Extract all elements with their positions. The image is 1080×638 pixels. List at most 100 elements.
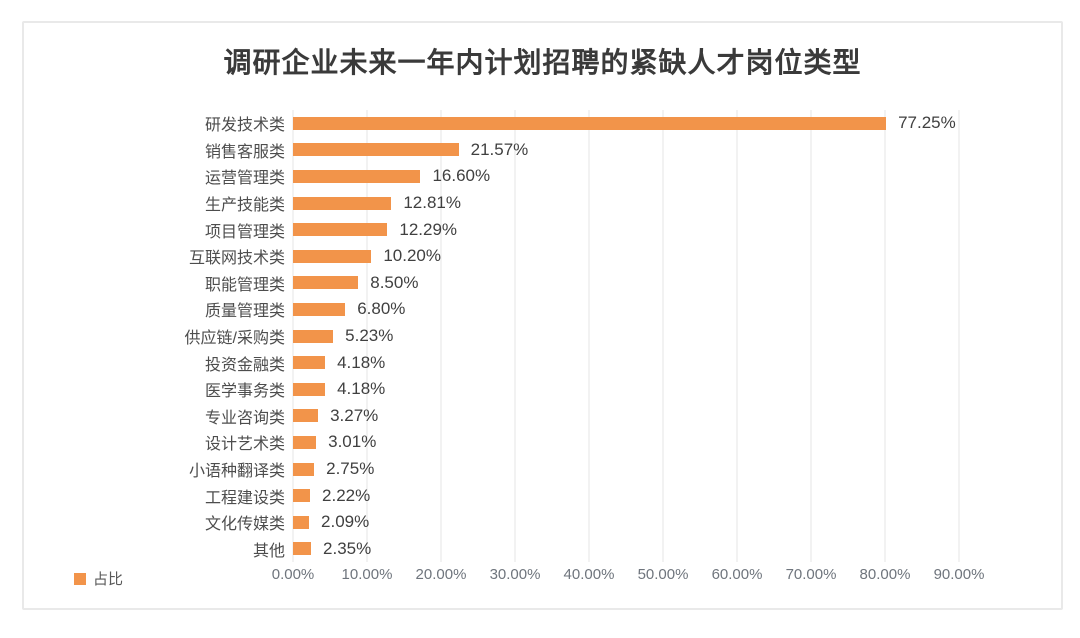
category-label: 销售客服类 [204,143,285,161]
bar-row: 项目管理类 12.29% [24,216,984,243]
category-label: 医学事务类 [204,383,285,401]
chart-title: 调研企业未来一年内计划招聘的紧缺人才岗位类型 [223,48,862,79]
value-label: 6.80% [357,299,406,319]
x-axis-tick-label: 80.00% [859,566,911,583]
gridline [662,110,664,562]
x-axis-tick-label: 70.00% [785,566,837,583]
bar-track: 4.18% [293,376,984,403]
bar-track: 21.57% [293,137,984,164]
gridline [884,110,886,562]
category-label: 互联网技术类 [188,250,285,268]
legend: 占比 [74,568,123,589]
value-label: 2.09% [321,512,370,532]
bar-track: 10.20% [293,243,984,270]
value-label: 2.35% [323,538,372,558]
category-label: 运营管理类 [204,170,285,188]
value-label: 8.50% [370,272,419,292]
bar [293,542,312,556]
bar [293,462,315,476]
x-axis: 0.00% 10.00% 20.00% 30.00% 40.00% 50.00% 60.00… [272,566,985,588]
value-label: 77.25% [898,113,956,133]
bar-rows: 研发技术类 77.25% 销售客服类 21.57% 运营管理类 16.60% 生产技能类 12… [24,110,984,562]
bar [293,382,326,396]
bar [293,223,388,237]
x-axis-tick-label: 50.00% [637,566,689,583]
bar-track: 2.35% [293,536,984,563]
category-label: 小语种翻译类 [188,463,285,481]
bar-track: 3.27% [293,403,984,430]
bar-row: 运营管理类 16.60% [24,163,984,190]
bar-row: 生产技能类 12.81% [24,190,984,217]
bar-track: 12.81% [293,190,984,217]
bar [293,143,459,157]
category-label: 工程建设类 [204,489,285,507]
bar-row: 设计艺术类 3.01% [24,429,984,456]
bar [293,249,372,263]
bar-row: 投资金融类 4.18% [24,349,984,376]
legend-label: 占比 [93,571,124,588]
x-axis-tick-label: 90.00% [933,566,985,583]
category-label: 研发技术类 [204,117,285,135]
bar [293,116,887,130]
value-label: 10.20% [383,246,441,266]
category-label: 质量管理类 [204,303,285,321]
bar-row: 互联网技术类 10.20% [24,243,984,270]
value-label: 2.75% [326,459,375,479]
category-label: 投资金融类 [204,356,285,374]
value-label: 21.57% [470,139,529,159]
value-label: 3.27% [330,405,379,425]
bar-row: 小语种翻译类 2.75% [24,456,984,483]
bar-row: 医学事务类 4.18% [24,376,984,403]
bar [293,302,346,316]
value-label: 16.60% [432,166,491,186]
bar-track: 4.18% [293,349,984,376]
category-label: 职能管理类 [204,276,285,294]
bar-row: 研发技术类 77.25% [24,110,984,137]
x-axis-tick-label: 40.00% [563,566,615,583]
gridline [588,110,590,562]
bar [293,329,334,343]
value-label: 12.81% [403,193,462,213]
gridline [514,110,516,562]
gridline [958,110,960,562]
chart-card: 调研企业未来一年内计划招聘的紧缺人才岗位类型 研发技术类 77.25% 销售客服类 2… [22,21,1063,610]
bar-row: 文化传媒类 2.09% [24,509,984,536]
x-axis-tick-label: 10.00% [341,566,393,583]
bar-track: 5.23% [293,323,984,350]
gridline [366,110,368,562]
bar-row: 工程建设类 2.22% [24,482,984,509]
bar-row: 供应链/采购类 5.23% [24,323,984,350]
bar-track: 12.29% [293,216,984,243]
bar-track: 16.60% [293,163,984,190]
bar-row: 专业咨询类 3.27% [24,403,984,430]
bar [293,276,359,290]
x-axis-tick-label: 60.00% [711,566,763,583]
x-axis-tick-label: 20.00% [415,566,467,583]
bar [293,515,310,529]
x-axis-tick-label: 0.00% [271,566,315,583]
bar-track: 77.25% [293,110,984,137]
bar-row: 职能管理类 8.50% [24,270,984,297]
bar [293,409,319,423]
bar-track: 8.50% [293,270,984,297]
gridline [810,110,812,562]
gridline [440,110,442,562]
bar-track: 2.75% [293,456,984,483]
value-label: 2.22% [322,485,371,505]
category-label: 设计艺术类 [204,436,285,454]
bar [293,435,317,449]
bar-row: 其他 2.35% [24,536,984,563]
value-label: 5.23% [345,326,394,346]
bar [293,169,421,183]
bar [293,356,326,370]
bar [293,489,311,503]
category-label: 文化传媒类 [204,516,285,534]
x-axis-tick-label: 30.00% [489,566,541,583]
category-label: 其他 [252,542,285,560]
gridline [736,110,738,562]
bar-row: 质量管理类 6.80% [24,296,984,323]
category-label: 专业咨询类 [204,409,285,427]
category-label: 项目管理类 [204,223,285,241]
bar-row: 销售客服类 21.57% [24,137,984,164]
value-label: 3.01% [328,432,377,452]
